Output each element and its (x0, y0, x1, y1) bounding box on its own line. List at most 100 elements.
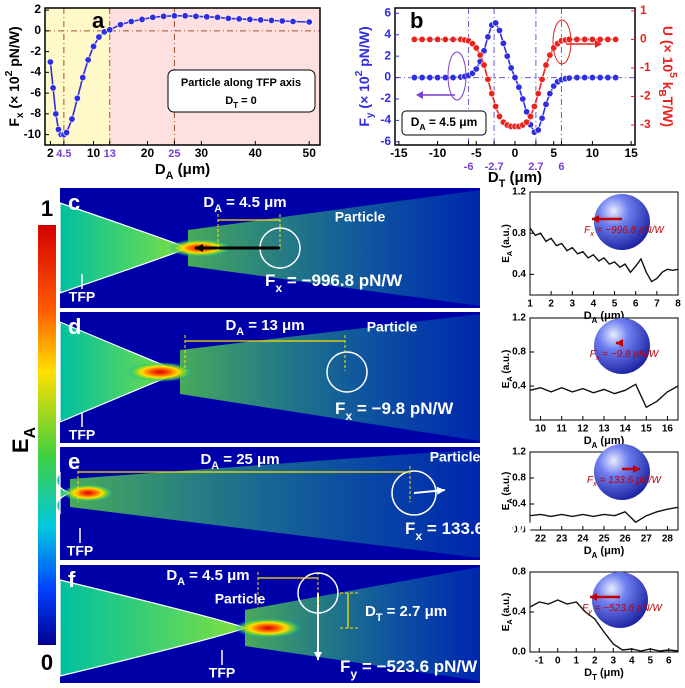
y2-tick-label: -2 (640, 89, 651, 103)
y-axis-label: Fy (× 102 pN/W) (354, 26, 376, 126)
x-tick-label: -2.7 (485, 161, 504, 173)
data-point (418, 74, 426, 82)
x-tick-label: 15 (624, 146, 638, 160)
colorbar (38, 225, 56, 645)
data-point (46, 58, 54, 66)
text-part: = 4.5 μm (185, 567, 250, 584)
y-tick-label: -6 (380, 134, 391, 148)
x-tick-label: -1 (535, 656, 544, 667)
text-part: = −523.6 pN/W (592, 603, 664, 614)
data-point (160, 12, 168, 20)
data-point (503, 52, 511, 60)
data-point (604, 35, 612, 43)
superscript: 2 (4, 70, 15, 76)
data-point (534, 126, 542, 134)
data-point (612, 74, 620, 82)
arrow-head (195, 244, 203, 252)
y-tick-label: -8 (30, 106, 41, 120)
text-part: = 13 μm (244, 317, 304, 334)
x-tick-label: 25 (598, 534, 610, 545)
data-point (235, 15, 243, 23)
data-point (542, 61, 550, 69)
data-point (49, 84, 57, 92)
sphere (592, 572, 648, 628)
text-part: pN/W) (6, 26, 22, 70)
x-tick-label: 8 (675, 299, 681, 310)
text-part: F (590, 349, 597, 360)
ellipse-marker (552, 19, 572, 65)
text-part: (μm) (597, 667, 624, 679)
data-point (278, 17, 286, 25)
particle-label: Particle (367, 319, 418, 335)
text-part: D (584, 310, 592, 322)
data-point (410, 74, 418, 82)
x-tick-label: 26 (620, 534, 632, 545)
data-point (52, 110, 60, 118)
x-tick-label: 3 (610, 656, 616, 667)
panel-label: d (68, 314, 81, 339)
y-tick-label: -4 (380, 113, 391, 127)
hot-spot (126, 362, 194, 382)
subscript: A (236, 326, 244, 338)
text-part: E (501, 624, 512, 631)
x-tick-label: -15 (390, 146, 408, 160)
distance-label: DA = 4.5 μm (203, 194, 286, 215)
y-tick-label: 0.8 (512, 228, 526, 239)
data-point (90, 42, 98, 50)
subscript: T (233, 101, 238, 110)
x-tick-label: 50 (303, 146, 317, 160)
data-point (488, 90, 496, 98)
y-tick-label: -6 (30, 85, 41, 99)
text-part: (μm) (505, 169, 542, 186)
data-point (149, 13, 157, 21)
text-part: D (166, 567, 177, 584)
data-point (565, 74, 573, 82)
y-tick-label: -10 (24, 127, 42, 141)
subscript: A (505, 498, 514, 503)
subscript: A (592, 551, 598, 560)
y-tick-label: 0.0 (512, 647, 526, 658)
x-tick-label: 30 (195, 146, 209, 160)
beam (180, 314, 480, 441)
annotation: Fx = −996.8 pN/W (584, 225, 665, 239)
subscript: A (592, 316, 598, 325)
x-tick-label: 2.7 (528, 161, 543, 173)
data-point (127, 17, 135, 25)
data-point (170, 12, 178, 20)
data-point (612, 35, 620, 43)
text-part: F (265, 271, 275, 290)
x-tick-label: 16 (662, 424, 674, 435)
hot-spot (62, 484, 114, 502)
data-point (581, 35, 589, 43)
data-point (499, 39, 507, 47)
x-tick-label: 10 (586, 146, 600, 160)
x-tick-label: 3 (570, 299, 576, 310)
x-tick-label: 28 (662, 534, 674, 545)
text-part: D (225, 95, 233, 107)
data-point (138, 15, 146, 23)
text-part: = −996.8 pN/W (594, 225, 666, 236)
plot-frame (529, 191, 679, 296)
particle-label: Particle (335, 209, 386, 225)
text-part: D (584, 435, 592, 447)
data-point (484, 75, 492, 83)
x-tick-label: 6 (558, 161, 564, 173)
particle (326, 351, 368, 393)
data-point (546, 90, 554, 98)
subscript: y (365, 112, 376, 118)
text-part: F (335, 399, 345, 418)
data-point (267, 16, 275, 24)
x-tick-label: 15 (641, 424, 653, 435)
data-point (449, 35, 457, 43)
data-point (519, 95, 527, 103)
data-point (476, 51, 484, 59)
y-tick-label: -2 (30, 44, 41, 58)
x-tick-label: 23 (556, 534, 568, 545)
text-part: D (225, 317, 236, 334)
x-axis-label: DT (μm) (584, 667, 624, 682)
subscript: A (22, 426, 39, 438)
data-point (441, 35, 449, 43)
text-part: = −9.8 pN/W (352, 399, 454, 418)
x-tick-label: 12 (577, 424, 589, 435)
